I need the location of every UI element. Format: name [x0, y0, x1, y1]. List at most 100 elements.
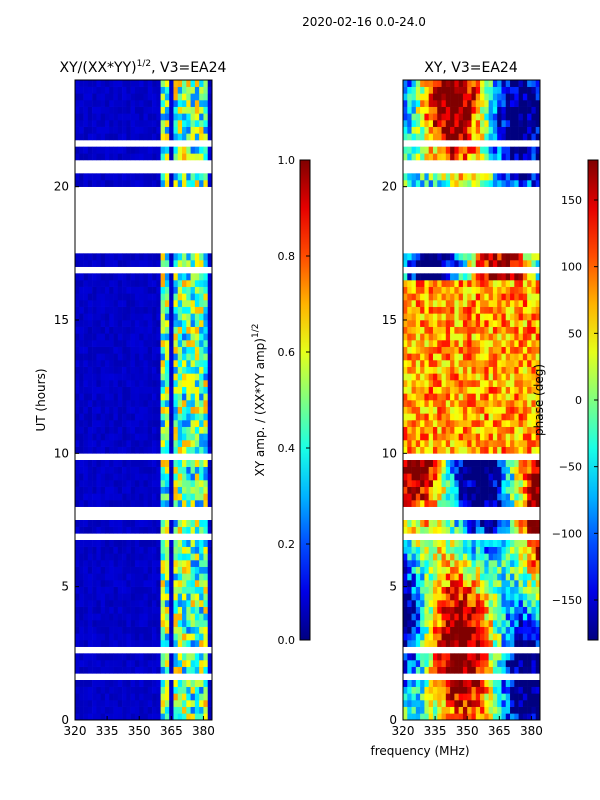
heatmap-cell	[109, 133, 114, 141]
heatmap-cell	[445, 120, 451, 127]
heatmap-cell	[535, 553, 541, 561]
heatmap-cell	[467, 326, 472, 334]
heatmap-cell	[518, 153, 524, 161]
heatmap-cell	[428, 113, 434, 121]
heatmap-cell	[424, 446, 429, 454]
heatmap-cell	[501, 406, 507, 414]
heatmap-cell	[522, 386, 528, 394]
heatmap-cell	[522, 553, 528, 561]
heatmap-cell	[467, 113, 472, 121]
heatmap-cell	[164, 380, 170, 387]
heatmap-cell	[484, 580, 489, 587]
heatmap-cell	[403, 700, 408, 707]
heatmap-cell	[535, 153, 541, 161]
heatmap-cell	[147, 386, 153, 394]
heatmap-cell	[514, 546, 519, 554]
heatmap-cell	[407, 153, 412, 161]
heatmap-cell	[173, 280, 179, 287]
heatmap-cell	[415, 413, 421, 421]
heatmap-cell	[182, 553, 187, 561]
heatmap-cell	[462, 253, 468, 261]
heatmap-cell	[484, 446, 489, 454]
heatmap-cell	[96, 680, 101, 687]
heatmap-cell	[467, 300, 472, 307]
heatmap-cell	[411, 80, 417, 87]
heatmap-cell	[160, 700, 166, 707]
heatmap-cell	[471, 360, 477, 367]
heatmap-cell	[403, 653, 408, 661]
heatmap-cell	[462, 560, 468, 567]
heatmap-cell	[514, 393, 519, 401]
heatmap-cell	[505, 526, 511, 534]
heatmap-cell	[164, 473, 170, 481]
heatmap-cell	[424, 553, 429, 561]
heatmap-cell	[186, 586, 191, 594]
heatmap-cell	[522, 260, 528, 267]
heatmap-cell	[126, 666, 131, 674]
heatmap-cell	[420, 433, 425, 441]
heatmap-cell	[527, 486, 532, 494]
heatmap-cell	[407, 573, 412, 581]
heatmap-cell	[104, 573, 110, 581]
heatmap-cell	[126, 580, 131, 587]
heatmap-cell	[531, 686, 537, 694]
heatmap-cell	[403, 586, 408, 594]
heatmap-cell	[75, 586, 80, 594]
heatmap-cell	[126, 173, 131, 181]
heatmap-cell	[407, 540, 412, 547]
heatmap-cell	[437, 366, 442, 374]
heatmap-cell	[445, 686, 451, 694]
heatmap-cell	[164, 253, 170, 261]
heatmap-cell	[143, 313, 149, 321]
heatmap-cell	[83, 680, 89, 687]
heatmap-cell	[113, 380, 119, 387]
heatmap-cell	[415, 253, 421, 261]
heatmap-cell	[143, 280, 149, 287]
heatmap-cell	[407, 146, 412, 154]
heatmap-cell	[488, 440, 494, 447]
heatmap-cell	[450, 333, 455, 341]
heatmap-cell	[424, 613, 429, 621]
phase-x-axis: 320 335 350 365 380	[392, 716, 543, 738]
heatmap-cell	[164, 393, 170, 401]
heatmap-cell	[160, 173, 166, 181]
heatmap-cell	[458, 373, 464, 381]
heatmap-cell	[428, 480, 434, 487]
heatmap-cell	[100, 253, 106, 261]
heatmap-cell	[424, 286, 429, 294]
heatmap-cell	[156, 433, 161, 441]
heatmap-cell	[194, 333, 200, 341]
heatmap-cell	[437, 126, 442, 134]
heatmap-cell	[134, 153, 140, 161]
heatmap-cell	[169, 686, 174, 694]
heatmap-cell	[122, 640, 127, 647]
heatmap-cell	[450, 540, 455, 547]
heatmap-cell	[75, 380, 80, 387]
heatmap-cell	[113, 686, 119, 694]
heatmap-cell	[100, 346, 106, 354]
heatmap-cell	[147, 100, 153, 107]
heatmap-cell	[492, 180, 498, 187]
heatmap-cell	[458, 180, 464, 187]
heatmap-cell	[407, 93, 412, 101]
heatmap-cell	[139, 146, 144, 154]
heatmap-cell	[497, 173, 502, 181]
heatmap-cell	[501, 640, 507, 647]
heatmap-cell	[505, 400, 511, 407]
heatmap-cell	[169, 340, 174, 347]
heatmap-cell	[190, 680, 196, 687]
heatmap-cell	[152, 253, 157, 261]
heatmap-cell	[113, 586, 119, 594]
heatmap-cell	[492, 553, 498, 561]
heatmap-cell	[117, 366, 123, 374]
heatmap-cell	[501, 346, 507, 354]
heatmap-cell	[164, 573, 170, 581]
heatmap-cell	[203, 253, 209, 261]
heatmap-cell	[420, 573, 425, 581]
heatmap-cell	[100, 386, 106, 394]
heatmap-cell	[527, 153, 532, 161]
heatmap-cell	[92, 386, 97, 394]
heatmap-cell	[160, 366, 166, 374]
heatmap-cell	[432, 386, 438, 394]
heatmap-cell	[126, 133, 131, 141]
